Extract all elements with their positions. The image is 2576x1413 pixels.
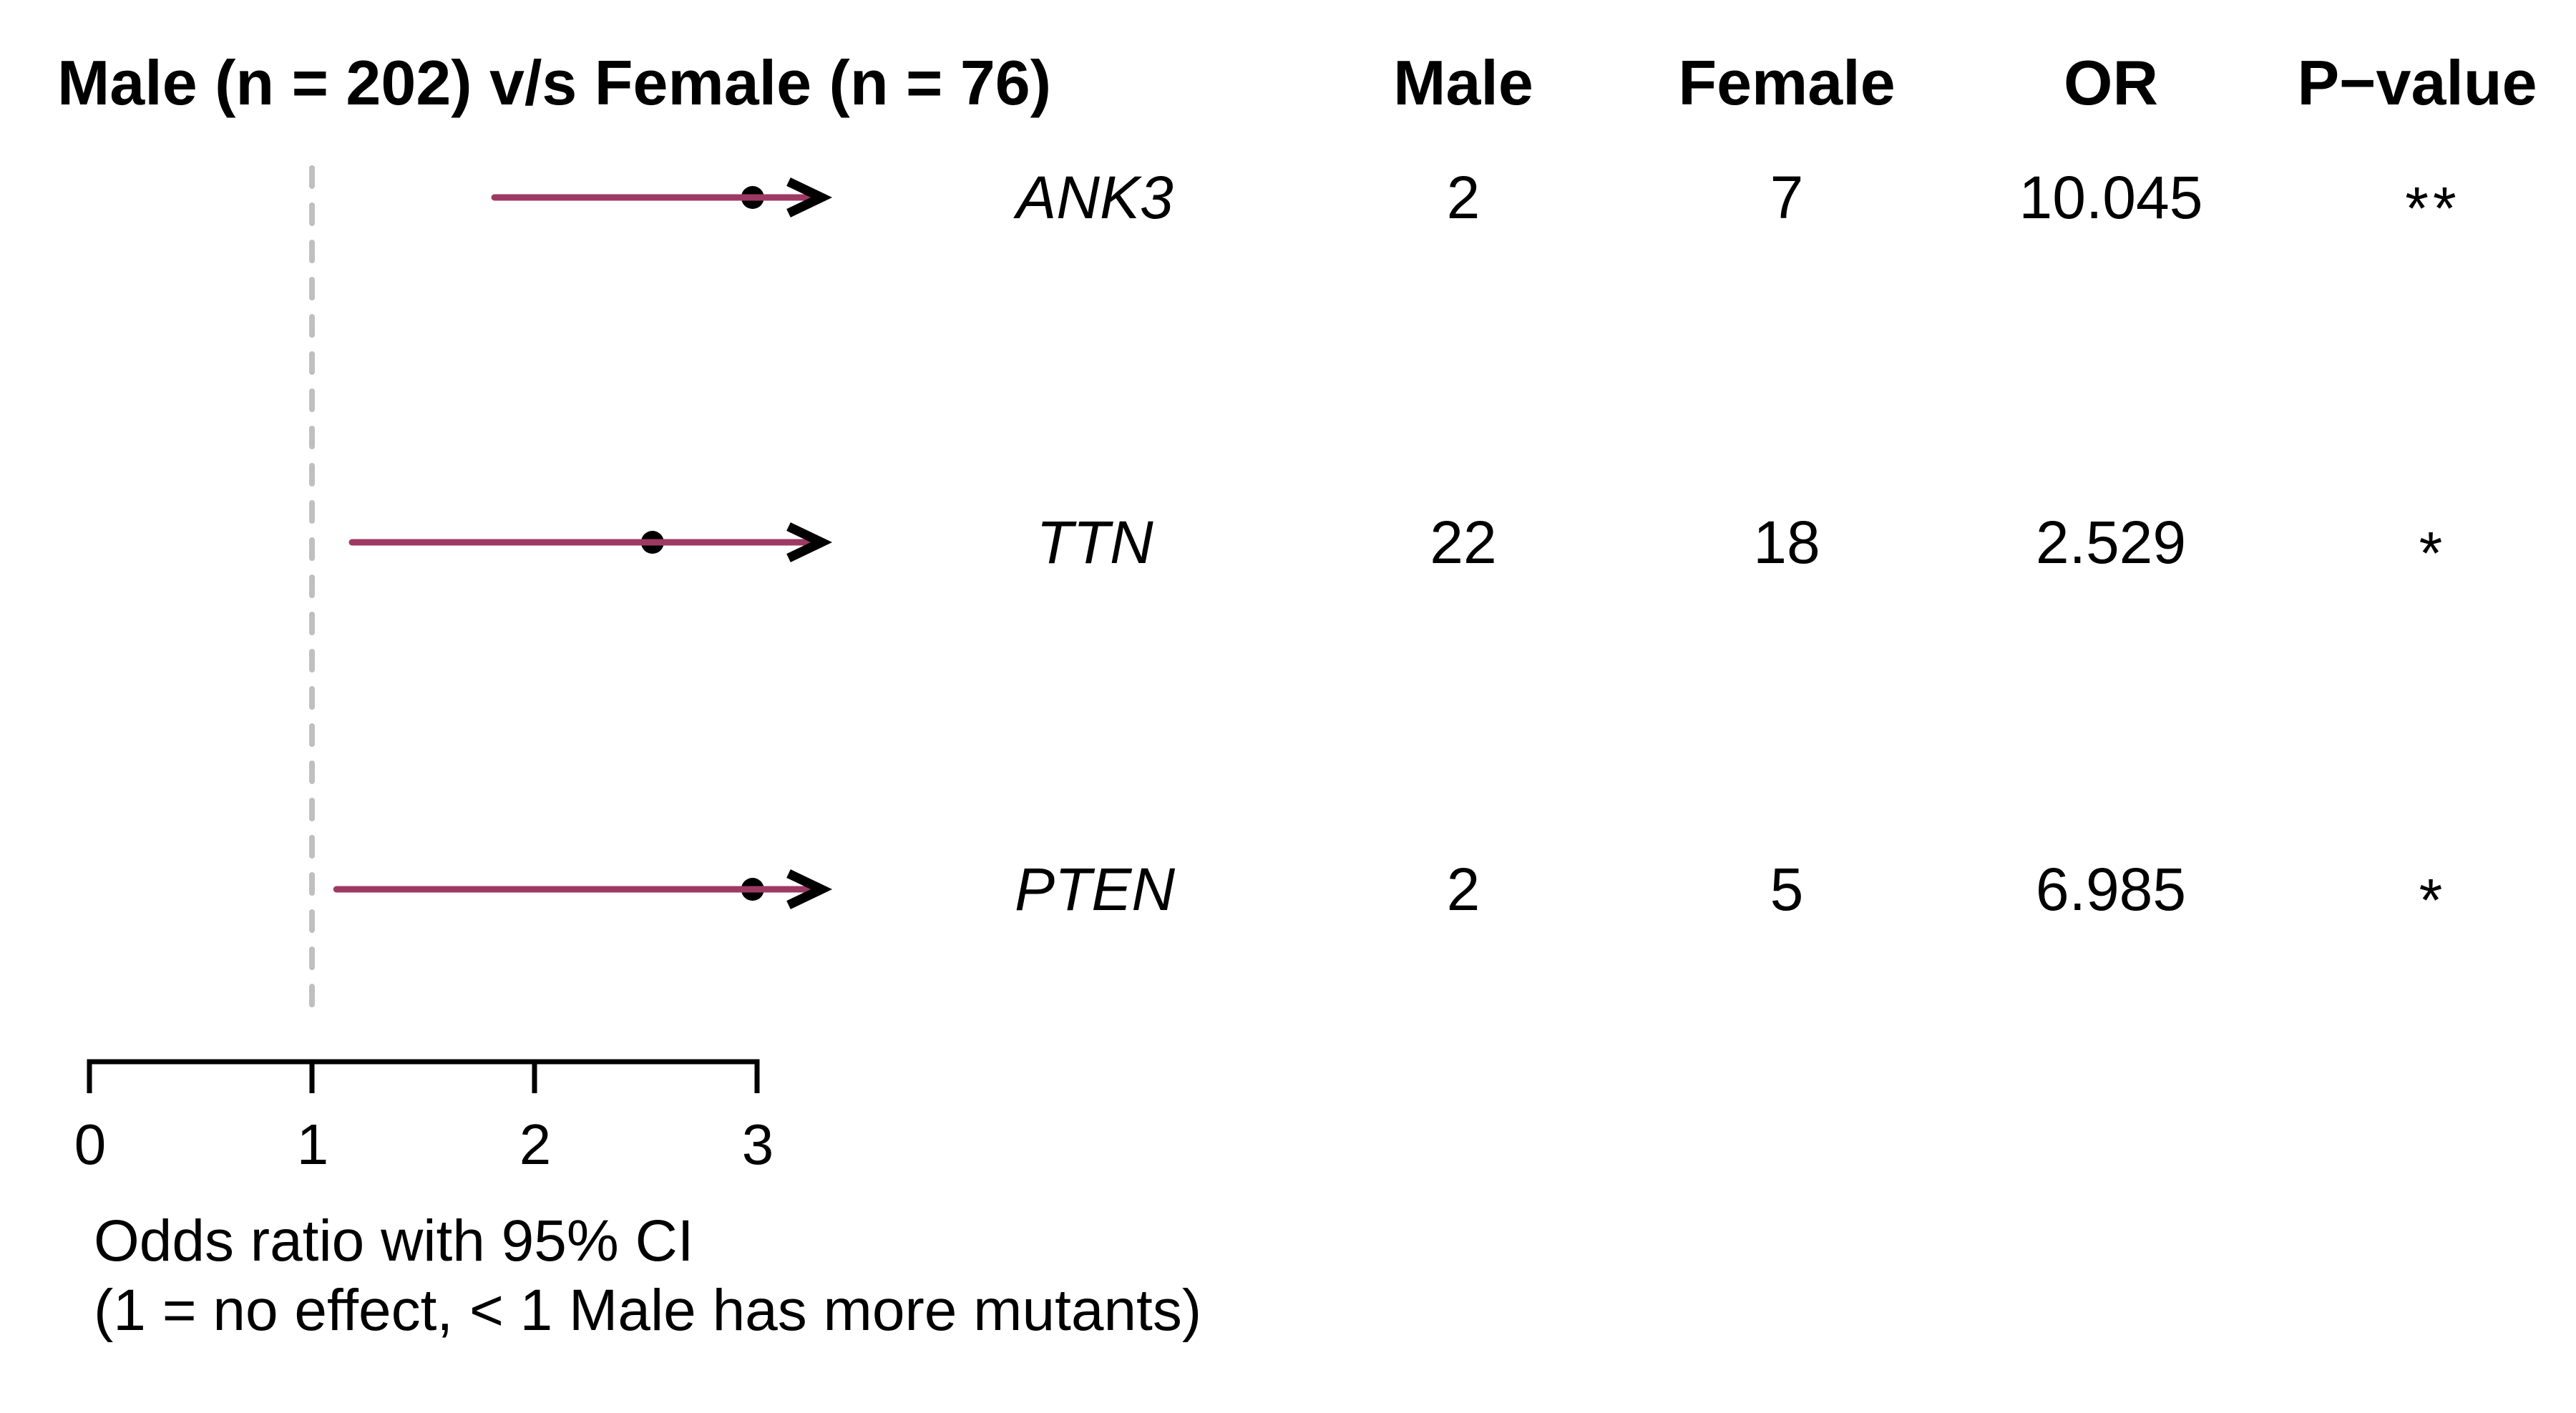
odds-ratio-value: 10.045 (2019, 164, 2203, 231)
odds-ratio-value: 6.985 (2035, 856, 2187, 923)
female-count: 7 (1770, 164, 1804, 231)
x-tick-label-1: 1 (296, 1113, 329, 1176)
female-count: 18 (1753, 509, 1820, 576)
x-axis-line (87, 1059, 760, 1093)
offscale-arrow-TTN (786, 522, 833, 562)
male-count: 2 (1446, 164, 1480, 231)
gene-label: ANK3 (1016, 164, 1174, 231)
male-count: 22 (1430, 509, 1497, 576)
axis-caption: Odds ratio with 95% CI (1 = no effect, <… (94, 1206, 1201, 1345)
axis-caption-line2: (1 = no effect, < 1 Male has more mutant… (94, 1278, 1202, 1343)
significance-stars: ** (2405, 175, 2461, 243)
column-header-or: OR (2064, 47, 2158, 118)
axis-caption-line1: Odds ratio with 95% CI (94, 1208, 694, 1273)
column-header-male: Male (1393, 47, 1533, 118)
male-count: 2 (1446, 856, 1480, 923)
plot-title: Male (n = 202) v/s Female (n = 76) (57, 47, 1052, 118)
x-tick-label-3: 3 (741, 1113, 774, 1176)
x-tick-label-2: 2 (519, 1113, 552, 1176)
significance-stars: * (2419, 866, 2447, 934)
gene-label: PTEN (1014, 856, 1176, 923)
column-header-female: Female (1678, 47, 1896, 118)
offscale-arrow-PTEN (786, 869, 833, 909)
gene-label: TTN (1036, 509, 1153, 576)
column-header-pvalue: P−value (2297, 47, 2537, 118)
odds-ratio-value: 2.529 (2035, 509, 2187, 576)
significance-stars: * (2419, 519, 2447, 587)
offscale-arrow-ANK3 (786, 177, 833, 217)
x-tick-label-0: 0 (74, 1113, 107, 1176)
female-count: 5 (1770, 856, 1804, 923)
